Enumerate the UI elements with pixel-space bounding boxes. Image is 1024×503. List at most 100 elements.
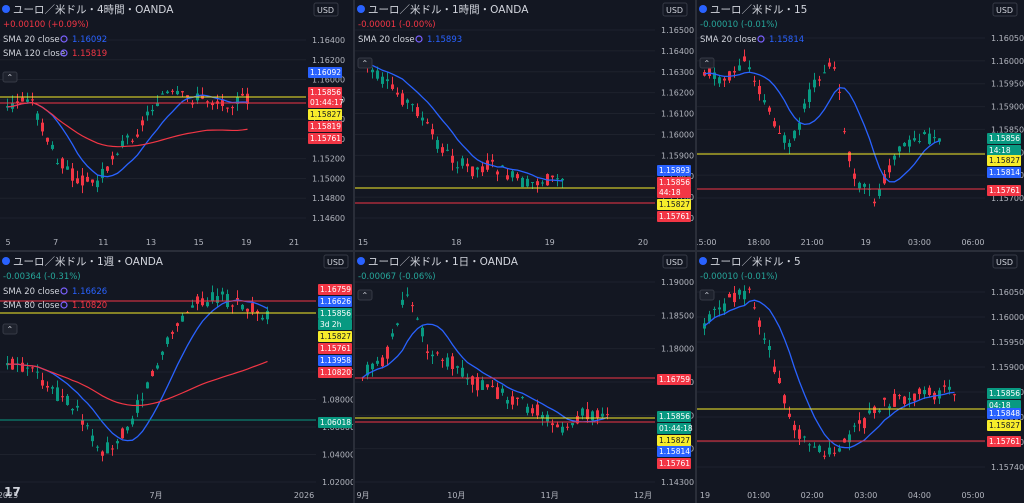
chart-header[interactable]: ユーロ／米ドル・1時間・OANDA -0.00001 (-0.00%) SMA 20… xyxy=(357,3,529,45)
symbol-title[interactable]: ユーロ／米ドル・1日・OANDA xyxy=(368,255,519,268)
chart-panel-4h[interactable]: 1.164001.162001.160001.158001.156001.154… xyxy=(0,0,353,250)
collapse-legend-button[interactable] xyxy=(2,71,18,83)
price-tag[interactable]: 1.15827 xyxy=(987,155,1021,166)
price-tag[interactable]: 01:44:17 xyxy=(308,97,344,108)
candle xyxy=(181,315,184,322)
price-tag[interactable]: 1.15827 xyxy=(308,109,342,120)
price-tag[interactable]: 1.15893 xyxy=(657,165,691,176)
chevron-up-icon[interactable]: ⌃ xyxy=(7,325,14,334)
chart-header[interactable]: ユーロ／米ドル・15 -0.00010 (-0.01%) SMA 20 close 1… xyxy=(699,3,807,45)
currency-label[interactable]: USD xyxy=(666,6,683,15)
price-tag[interactable]: 1.15761 xyxy=(987,436,1021,447)
price-tag[interactable]: 1.15856 xyxy=(318,308,352,319)
price-tag[interactable]: 1.10820 xyxy=(318,367,352,378)
price-tag[interactable]: 1.16092 xyxy=(308,67,342,78)
price-tag[interactable]: 1.15848 xyxy=(987,408,1021,419)
price-tag[interactable]: 1.15814 xyxy=(657,446,691,457)
collapse-legend-button[interactable] xyxy=(357,289,373,301)
price-tag[interactable]: 1.15856 xyxy=(987,388,1021,399)
time-axis[interactable]: 15:00 18:00 21:00 19 03:00 06:00 xyxy=(697,238,985,247)
price-tag[interactable]: 1.15856 xyxy=(657,177,691,188)
indicator-settings-icon[interactable] xyxy=(60,35,68,43)
sma-legend-label[interactable]: SMA 20 close xyxy=(3,287,60,297)
price-tag[interactable]: 1.15761 xyxy=(987,185,1021,196)
chevron-up-icon[interactable]: ⌃ xyxy=(7,73,14,82)
chart-panel-1d[interactable]: 1.190001.185001.180001.175001.170001.165… xyxy=(355,252,695,503)
price-tag[interactable]: 1.16759 xyxy=(318,284,352,295)
sma-legend-label[interactable]: SMA 120 close xyxy=(3,49,65,59)
price-tag[interactable]: 14:18 xyxy=(987,145,1021,156)
chart-header[interactable]: ユーロ／米ドル・1日・OANDA -0.00067 (-0.06%) xyxy=(357,255,519,282)
sma-legend-label[interactable]: SMA 80 close xyxy=(3,301,60,311)
price-tag[interactable]: 1.15827 xyxy=(657,435,691,446)
chart-header[interactable]: ユーロ／米ドル・5 -0.00010 (-0.01%) xyxy=(699,255,801,282)
chart-panel-1w[interactable]: 1.100001.080001.060001.040001.020001.167… xyxy=(0,252,353,503)
symbol-title[interactable]: ユーロ／米ドル・5 xyxy=(710,255,801,268)
currency-selector[interactable]: USD xyxy=(992,254,1018,269)
chevron-up-icon[interactable]: ⌃ xyxy=(362,59,369,68)
price-tag[interactable]: 1.15856 xyxy=(308,87,342,98)
price-tag[interactable]: 01:44:18 xyxy=(657,423,693,434)
price-tag[interactable]: 1.16759 xyxy=(657,374,691,385)
chart-header[interactable]: ユーロ／米ドル・4時間・OANDA +0.00100 (+0.09%) SMA 20… xyxy=(2,3,174,59)
collapse-legend-button[interactable] xyxy=(699,57,715,69)
price-tag[interactable]: 1.06018 xyxy=(318,417,352,428)
chevron-up-icon[interactable]: ⌃ xyxy=(362,291,369,300)
currency-selector[interactable]: USD xyxy=(662,2,688,17)
time-axis[interactable]: 2025 7月 2026 xyxy=(0,491,314,500)
indicator-settings-icon[interactable] xyxy=(60,301,68,309)
price-tag[interactable]: 1.15761 xyxy=(657,458,691,469)
symbol-title[interactable]: ユーロ／米ドル・1週・OANDA xyxy=(13,255,164,268)
symbol-title[interactable]: ユーロ／米ドル・15 xyxy=(710,3,807,16)
indicator-settings-icon[interactable] xyxy=(60,287,68,295)
currency-label[interactable]: USD xyxy=(996,6,1013,15)
currency-label[interactable]: USD xyxy=(666,258,683,267)
currency-label[interactable]: USD xyxy=(317,6,334,15)
price-tag[interactable]: 1.15856 xyxy=(987,133,1021,144)
price-tag[interactable]: 1.15856 xyxy=(657,411,691,422)
price-tag[interactable]: 1.15827 xyxy=(987,420,1021,431)
currency-selector[interactable]: USD xyxy=(313,2,339,17)
indicator-settings-icon[interactable] xyxy=(415,35,423,43)
price-tag[interactable]: 1.15761 xyxy=(308,133,342,144)
chart-panel-15m[interactable]: 1.160501.160001.159501.159001.158501.158… xyxy=(697,0,1024,250)
chevron-up-icon[interactable]: ⌃ xyxy=(704,59,711,68)
indicator-settings-icon[interactable] xyxy=(757,35,765,43)
chart-panel-5m[interactable]: 1.160501.160001.159501.159001.158501.158… xyxy=(697,252,1024,503)
time-axis[interactable]: 5 7 11 13 15 19 21 xyxy=(5,238,299,247)
chart-panel-1h[interactable]: 1.16500 1.16400 1.16300 1.16200 1.16100 1.160… xyxy=(355,0,695,250)
price-tag[interactable]: 1.13958 xyxy=(318,355,352,366)
symbol-title[interactable]: ユーロ／米ドル・1時間・OANDA xyxy=(368,3,529,16)
panel-separator[interactable] xyxy=(0,250,1024,252)
symbol-title[interactable]: ユーロ／米ドル・4時間・OANDA xyxy=(13,3,174,16)
collapse-legend-button[interactable] xyxy=(357,57,373,69)
time-axis[interactable]: 9月 10月 11月 12月 xyxy=(356,491,652,500)
chart-header[interactable]: ユーロ／米ドル・1週・OANDA -0.00364 (-0.31%) SMA 20 … xyxy=(2,255,164,311)
currency-selector[interactable]: USD xyxy=(662,254,688,269)
chevron-up-icon[interactable]: ⌃ xyxy=(704,291,711,300)
price-tag[interactable]: 1.15814 xyxy=(987,167,1021,178)
currency-label[interactable]: USD xyxy=(996,258,1013,267)
sma-legend-label[interactable]: SMA 20 close xyxy=(358,35,415,45)
price-tag[interactable]: 3d 2h xyxy=(318,319,352,330)
candle xyxy=(461,367,464,377)
sma-legend-label[interactable]: SMA 20 close xyxy=(3,35,60,45)
price-tag[interactable]: 44:18 xyxy=(657,187,691,198)
time-axis[interactable]: 15 18 19 20 xyxy=(358,238,648,247)
price-tag[interactable]: 1.15761 xyxy=(318,343,352,354)
price-tag[interactable]: 1.16626 xyxy=(318,296,352,307)
currency-label[interactable]: USD xyxy=(327,258,344,267)
price-tag[interactable]: 1.15827 xyxy=(657,199,691,210)
collapse-legend-button[interactable] xyxy=(699,289,715,301)
currency-selector[interactable]: USD xyxy=(992,2,1018,17)
price-axis[interactable]: 1.160501.160001.159501.159001.158501.158… xyxy=(985,0,1024,250)
sma-legend-label[interactable]: SMA 20 close xyxy=(700,35,757,45)
price-axis[interactable]: 1.160501.160001.159501.159001.158501.158… xyxy=(985,252,1024,503)
indicator-settings-icon[interactable] xyxy=(60,49,68,57)
time-axis[interactable]: 19 01:00 02:00 03:00 04:00 05:00 xyxy=(700,491,985,500)
price-tag[interactable]: 1.15827 xyxy=(318,331,352,342)
price-tag[interactable]: 1.15819 xyxy=(308,121,342,132)
collapse-legend-button[interactable] xyxy=(2,323,18,335)
price-tag[interactable]: 1.15761 xyxy=(657,211,691,222)
currency-selector[interactable]: USD xyxy=(323,254,349,269)
